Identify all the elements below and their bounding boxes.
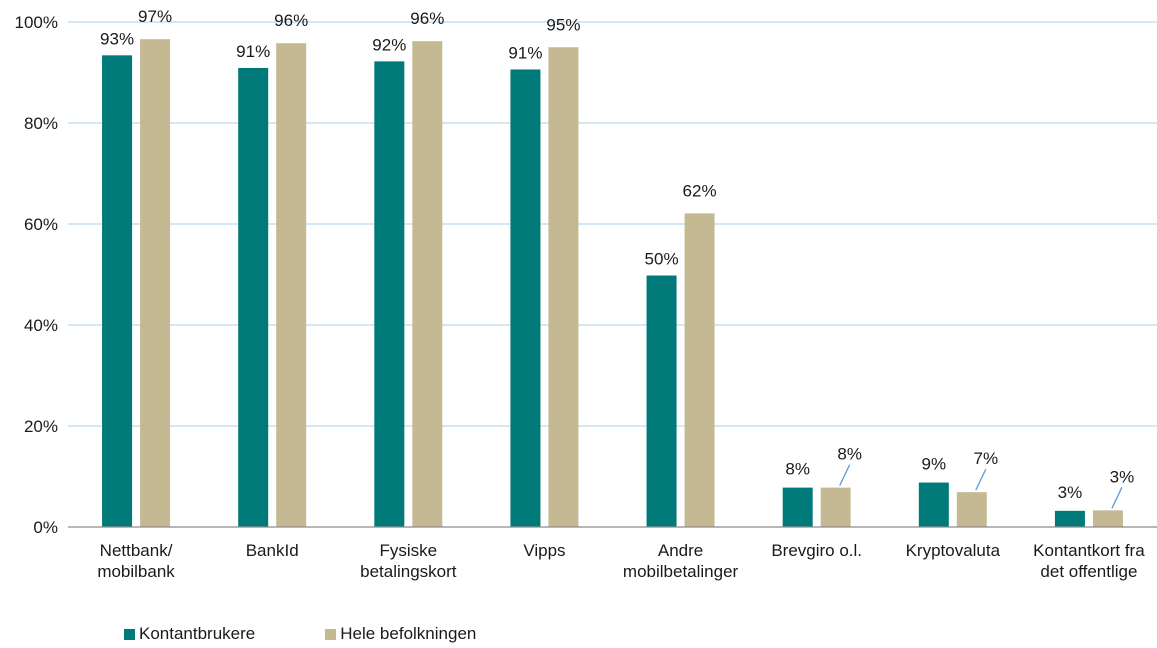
x-category-label-line: Kontantkort fra: [1033, 541, 1145, 560]
x-category-label: Brevgiro o.l.: [771, 541, 862, 560]
bar: [374, 61, 404, 527]
y-tick-label: 80%: [24, 114, 58, 133]
bar: [919, 483, 949, 527]
bar: [957, 492, 987, 527]
bar: [685, 213, 715, 527]
x-category-label-line: Andre: [658, 541, 703, 560]
x-category-label-line: Vipps: [523, 541, 565, 560]
x-category-label-line: betalingskort: [360, 562, 457, 581]
data-label: 3%: [1058, 483, 1083, 502]
data-label: 96%: [410, 9, 444, 28]
x-category-label-line: Brevgiro o.l.: [771, 541, 862, 560]
bar: [276, 43, 306, 527]
x-category-label-line: BankId: [246, 541, 299, 560]
legend-label-series-1: Kontantbrukere: [139, 624, 255, 644]
leader-line: [976, 469, 986, 490]
x-category-label-line: Nettbank/: [100, 541, 173, 560]
bar: [238, 68, 268, 527]
x-category-label-line: mobilbank: [97, 562, 175, 581]
x-category-label: Nettbank/mobilbank: [97, 541, 175, 581]
bar: [647, 276, 677, 527]
data-label: 97%: [138, 7, 172, 26]
bar: [412, 41, 442, 527]
x-category-label: Fysiske betalingskort: [360, 541, 457, 581]
legend-item-series-2: Hele befolkningen: [325, 624, 476, 644]
bar: [783, 488, 813, 527]
x-category-label: Kontantkort fra det offentlige: [1033, 541, 1145, 581]
bar-chart: 0% 20% 40% 60% 80% 100% 93%97% Nettbank/mobilba…: [0, 0, 1157, 612]
data-label: 62%: [683, 181, 717, 200]
data-label: 3%: [1110, 467, 1135, 486]
bar: [102, 55, 132, 527]
legend-label-series-2: Hele befolkningen: [340, 624, 476, 644]
legend-swatch-series-2: [325, 629, 336, 640]
data-label: 92%: [372, 35, 406, 54]
bar: [140, 39, 170, 527]
data-label: 95%: [546, 15, 580, 34]
leader-line: [1112, 487, 1122, 508]
x-category-label: BankId: [246, 541, 299, 560]
y-tick-label: 20%: [24, 417, 58, 436]
x-category-label: Andre mobilbetalinger: [623, 541, 739, 581]
x-category-label-line: mobilbetalinger: [623, 562, 739, 581]
data-label: 7%: [974, 449, 999, 468]
y-tick-label: 100%: [15, 13, 58, 32]
leader-line: [840, 465, 850, 486]
bar: [1055, 511, 1085, 527]
legend-swatch-series-1: [124, 629, 135, 640]
legend: Kontantbrukere Hele befolkningen: [124, 624, 546, 644]
x-category-label: Vipps: [523, 541, 565, 560]
bar: [1093, 510, 1123, 527]
data-label: 9%: [922, 455, 947, 474]
y-tick-label: 0%: [33, 518, 58, 537]
bar: [510, 69, 540, 527]
y-tick-label: 60%: [24, 215, 58, 234]
x-category-label: Kryptovaluta: [906, 541, 1001, 560]
x-category-label-line: Kryptovaluta: [906, 541, 1001, 560]
data-label: 8%: [837, 445, 862, 464]
y-tick-label: 40%: [24, 316, 58, 335]
data-label: 91%: [236, 42, 270, 61]
data-label: 8%: [785, 460, 810, 479]
bar: [821, 488, 851, 527]
legend-item-series-1: Kontantbrukere: [124, 624, 255, 644]
data-label: 50%: [645, 250, 679, 269]
x-category-label-line: Fysiske: [380, 541, 438, 560]
bar: [548, 47, 578, 527]
x-category-label-line: det offentlige: [1040, 562, 1137, 581]
data-label: 96%: [274, 11, 308, 30]
data-label: 91%: [508, 43, 542, 62]
data-label: 93%: [100, 29, 134, 48]
